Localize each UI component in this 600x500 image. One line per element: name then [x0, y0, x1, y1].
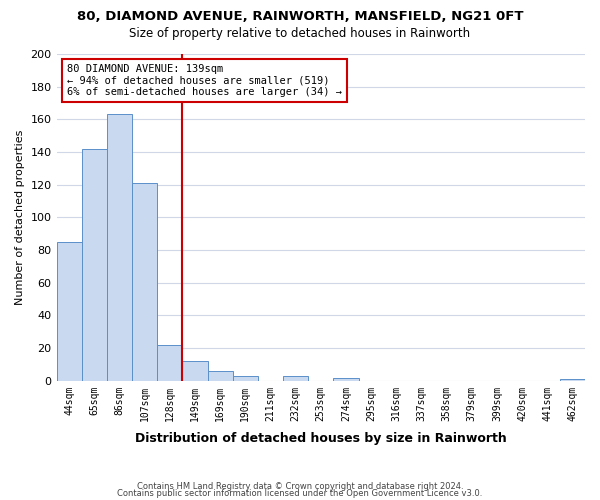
Bar [132, 183, 157, 381]
Bar [334, 378, 359, 381]
Bar [208, 371, 233, 381]
Text: 80 DIAMOND AVENUE: 139sqm
← 94% of detached houses are smaller (519)
6% of semi-: 80 DIAMOND AVENUE: 139sqm ← 94% of detac… [67, 64, 342, 97]
Y-axis label: Number of detached properties: Number of detached properties [15, 130, 25, 305]
Text: 80, DIAMOND AVENUE, RAINWORTH, MANSFIELD, NG21 0FT: 80, DIAMOND AVENUE, RAINWORTH, MANSFIELD… [77, 10, 523, 23]
Bar [82, 149, 107, 381]
Text: Size of property relative to detached houses in Rainworth: Size of property relative to detached ho… [130, 28, 470, 40]
Bar [560, 379, 585, 381]
X-axis label: Distribution of detached houses by size in Rainworth: Distribution of detached houses by size … [135, 432, 506, 445]
Text: Contains public sector information licensed under the Open Government Licence v3: Contains public sector information licen… [118, 490, 482, 498]
Bar [182, 361, 208, 381]
Bar [233, 376, 258, 381]
Text: Contains HM Land Registry data © Crown copyright and database right 2024.: Contains HM Land Registry data © Crown c… [137, 482, 463, 491]
Bar [107, 114, 132, 381]
Bar [56, 242, 82, 381]
Bar [157, 345, 182, 381]
Bar [283, 376, 308, 381]
